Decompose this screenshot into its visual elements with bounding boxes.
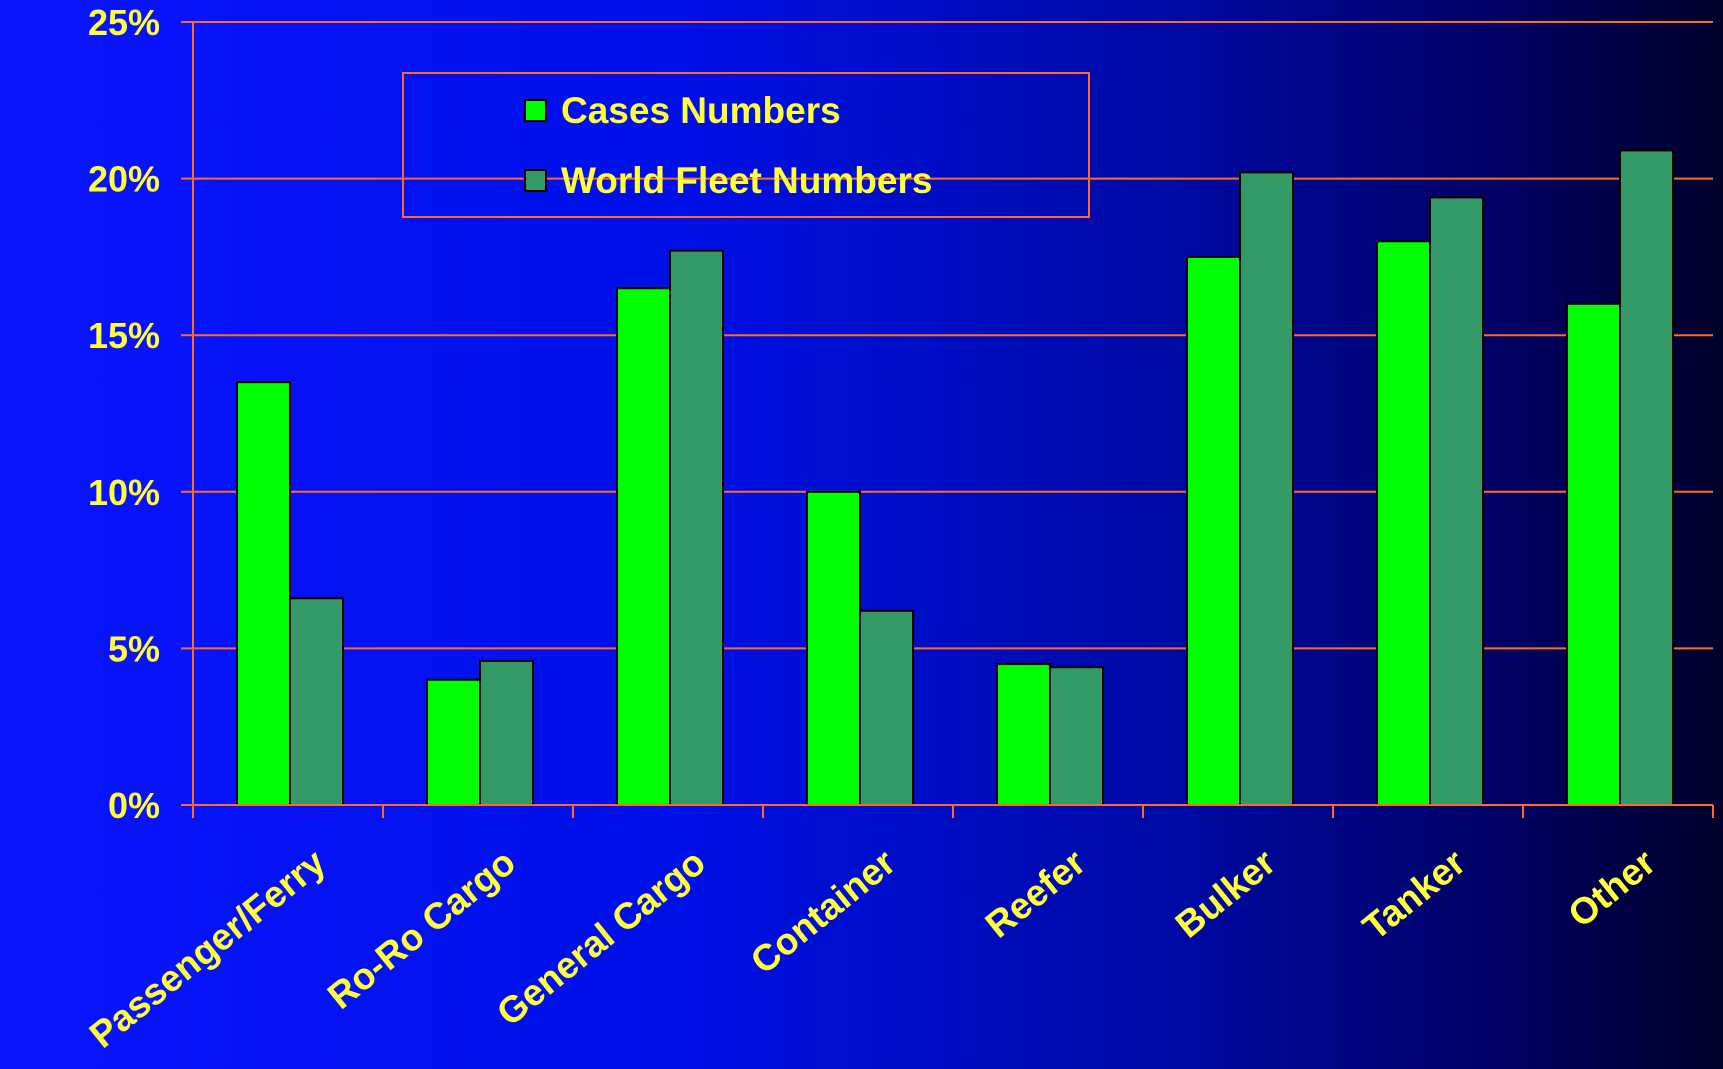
y-tick-label: 20% bbox=[88, 159, 160, 200]
y-tick-labels: 0% 5% 10% 15% 20% 25% bbox=[88, 2, 160, 826]
bar bbox=[479, 659, 534, 806]
bar bbox=[669, 249, 724, 807]
legend-label: World Fleet Numbers bbox=[561, 160, 932, 201]
bar bbox=[806, 490, 861, 806]
x-category-label: Reefer bbox=[978, 841, 1093, 945]
x-category-label: Passenger/Ferry bbox=[82, 841, 334, 1056]
x-category-label: Ro-Ro Cargo bbox=[320, 841, 523, 1016]
y-tick-label: 0% bbox=[108, 785, 160, 826]
gridlines bbox=[193, 21, 1713, 650]
bar bbox=[859, 609, 914, 806]
x-category-label: Container bbox=[743, 841, 903, 982]
bar bbox=[1376, 240, 1431, 807]
x-category-label: Other bbox=[1561, 841, 1663, 935]
x-category-label: General Cargo bbox=[489, 841, 713, 1033]
legend-swatch bbox=[524, 99, 547, 122]
bar bbox=[236, 381, 291, 806]
axes bbox=[181, 21, 1714, 818]
bar bbox=[1049, 666, 1104, 807]
bar bbox=[426, 678, 481, 806]
bar bbox=[1619, 149, 1674, 807]
bar bbox=[1566, 302, 1621, 806]
bar bbox=[1239, 171, 1294, 806]
bar bbox=[289, 597, 344, 807]
y-tick-label: 10% bbox=[88, 472, 160, 513]
y-tick-label: 15% bbox=[88, 315, 160, 356]
bar bbox=[1186, 255, 1241, 806]
bar bbox=[616, 287, 671, 807]
bar bbox=[996, 663, 1051, 806]
bar bbox=[1429, 196, 1484, 806]
legend: Cases Numbers World Fleet Numbers bbox=[402, 72, 1090, 218]
y-tick-label: 25% bbox=[88, 2, 160, 43]
x-category-label: Bulker bbox=[1168, 841, 1283, 945]
bars bbox=[236, 149, 1674, 807]
legend-box bbox=[402, 72, 1090, 218]
y-tick-label: 5% bbox=[108, 628, 160, 669]
legend-swatch bbox=[524, 169, 547, 192]
x-category-label: Tanker bbox=[1355, 841, 1473, 947]
legend-label: Cases Numbers bbox=[561, 90, 841, 131]
